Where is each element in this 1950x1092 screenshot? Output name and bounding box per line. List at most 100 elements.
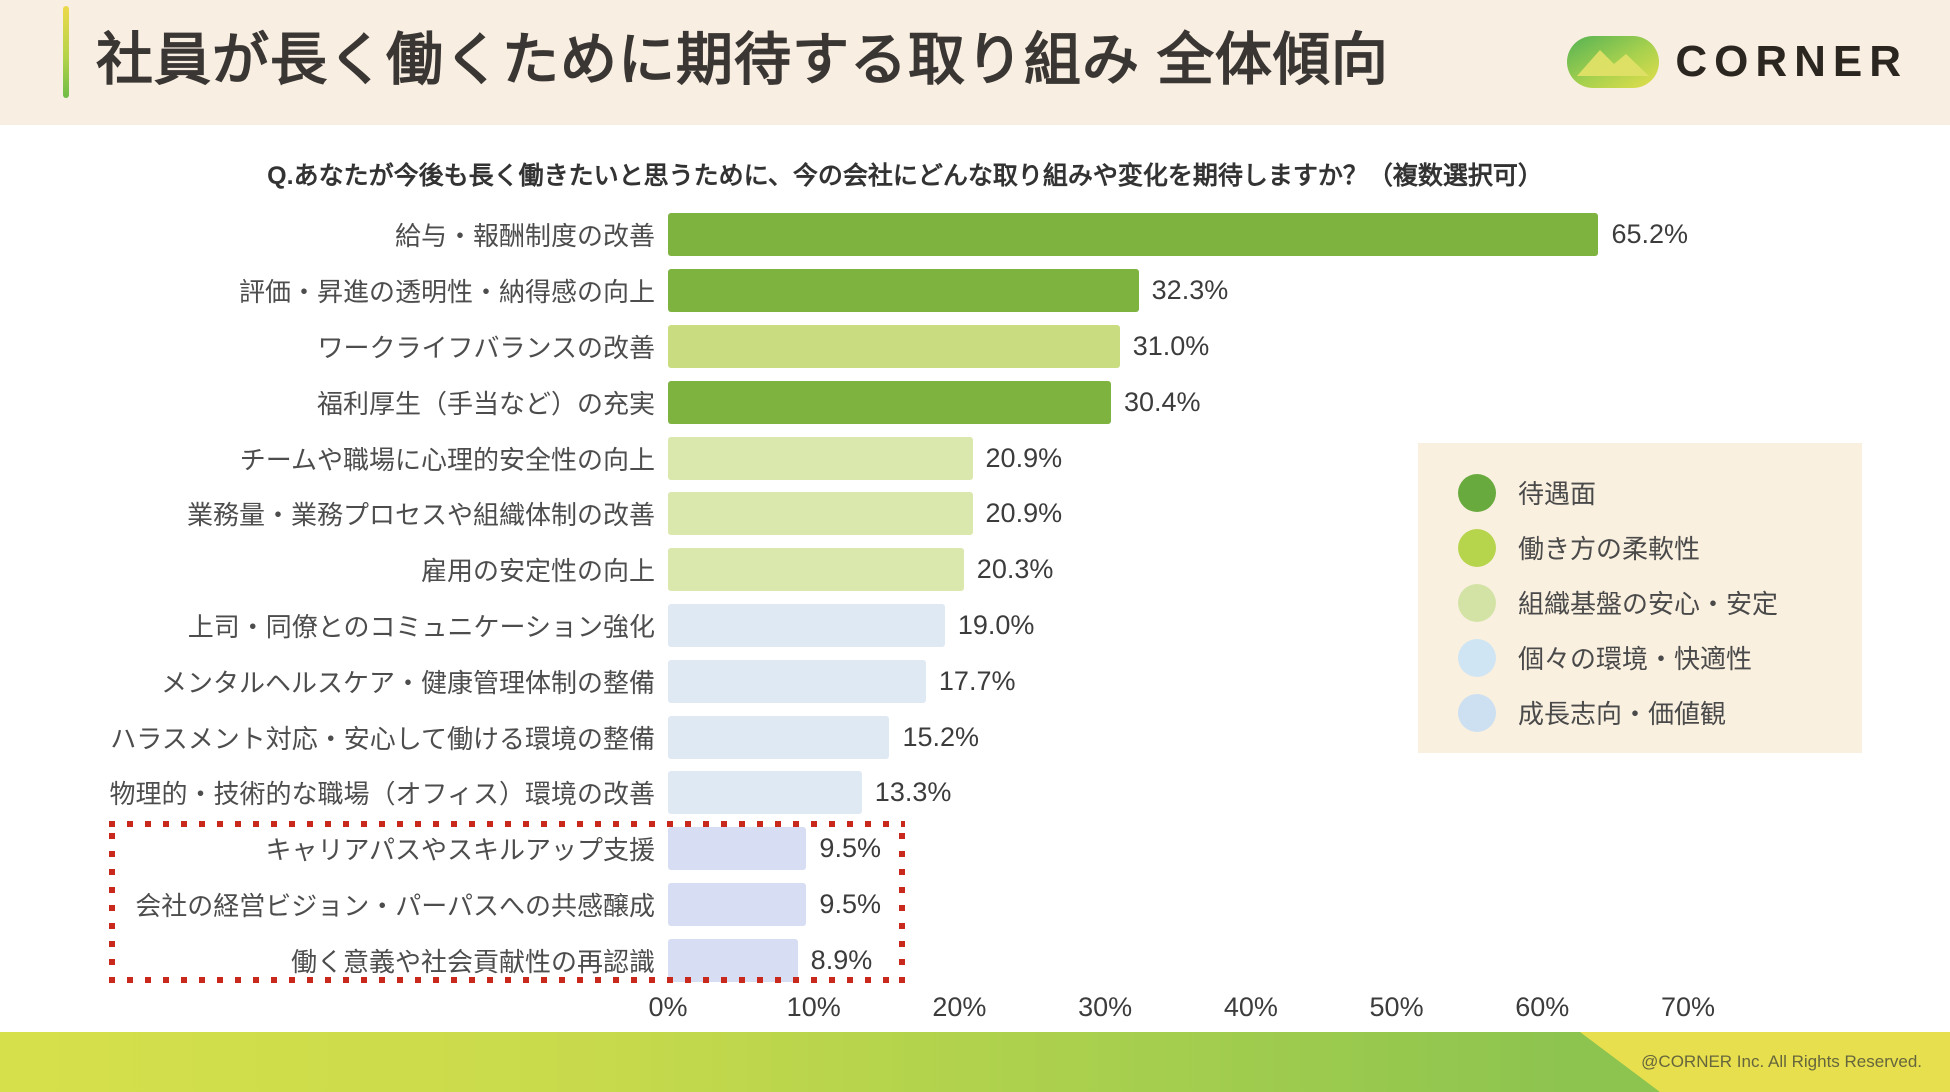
legend-swatch-icon bbox=[1458, 638, 1496, 677]
legend-item: 個々の環境・快適性 bbox=[1458, 630, 1862, 685]
legend-label: 働き方の柔軟性 bbox=[1518, 534, 1701, 564]
category-label: 雇用の安定性の向上 bbox=[420, 556, 655, 587]
value-label: 15.2% bbox=[902, 721, 980, 752]
bar-track: 30.4% bbox=[668, 380, 1688, 424]
category-label: ワークライフバランスの改善 bbox=[317, 332, 655, 363]
chart-row: 会社の経営ビジョン・パーパスへの共感醸成 9.5% bbox=[95, 877, 1795, 933]
legend: 待遇面働き方の柔軟性組織基盤の安心・安定 個々の環境・快適性 成長志向・価値観 bbox=[1418, 443, 1862, 753]
chart-row: 福利厚生（手当など）の充実 30.4% bbox=[95, 374, 1795, 430]
value-label: 19.0% bbox=[957, 609, 1035, 640]
chart-row: 評価・昇進の透明性・納得感の向上 32.3% bbox=[95, 263, 1795, 319]
header: 社員が長く働くために期待する取り組み 全体傾向 CORNER bbox=[0, 0, 1950, 125]
value-label: 65.2% bbox=[1611, 219, 1688, 250]
chart-row: チームや職場に心理的安全性の向上 20.9% bbox=[95, 430, 1795, 486]
value-label: 31.0% bbox=[1132, 330, 1210, 361]
value-label: 17.7% bbox=[938, 665, 1016, 696]
mountain-logo-icon bbox=[1567, 36, 1660, 88]
value-label: 9.5% bbox=[819, 888, 881, 919]
bar-track: 65.2% bbox=[668, 213, 1688, 257]
category-label: 評価・昇進の透明性・納得感の向上 bbox=[238, 277, 655, 308]
bar bbox=[668, 771, 862, 815]
value-label: 20.9% bbox=[985, 498, 1063, 529]
bar-track: 13.3% bbox=[668, 771, 1688, 815]
bar-track: 17.7% bbox=[668, 659, 1688, 703]
page-title: 社員が長く働くために期待する取り組み 全体傾向 bbox=[96, 28, 1389, 92]
bar-track: 20.3% bbox=[668, 548, 1688, 592]
chart-row: 給与・報酬制度の改善 65.2% bbox=[95, 207, 1795, 263]
chart-row: 雇用の安定性の向上 20.3% bbox=[95, 542, 1795, 598]
legend-item: 待遇面 bbox=[1458, 465, 1862, 520]
legend-swatch-icon bbox=[1458, 693, 1496, 732]
bar-track: 32.3% bbox=[668, 269, 1688, 313]
legend-item: 組織基盤の安心・安定 bbox=[1458, 575, 1862, 630]
bar bbox=[668, 715, 890, 759]
bar-chart: 給与・報酬制度の改善 65.2% 評価・昇進の透明性・納得感の向上 32.3% ワークラ… bbox=[95, 207, 1795, 988]
value-label: 30.4% bbox=[1123, 386, 1201, 417]
header-accent-bar bbox=[63, 6, 69, 98]
bar-track: 9.5% bbox=[668, 882, 1688, 926]
x-axis-tick: 40% bbox=[1223, 992, 1278, 1022]
x-axis-tick: 20% bbox=[932, 992, 987, 1022]
bar-track: 15.2% bbox=[668, 715, 1688, 759]
chart-row: 上司・同僚とのコミュニケーション強化 19.0% bbox=[95, 598, 1795, 654]
value-label: 13.3% bbox=[874, 777, 952, 808]
bar bbox=[668, 548, 964, 592]
x-axis-tick: 10% bbox=[786, 992, 841, 1022]
category-label: メンタルヘルスケア・健康管理体制の整備 bbox=[160, 667, 655, 698]
chart-question: Q.あなたが今後も長く働きたいと思うために、今の会社にどんな取り組みや変化を期待… bbox=[267, 162, 1543, 190]
chart-row: キャリアパスやスキルアップ支援 9.5% bbox=[95, 821, 1795, 877]
value-label: 8.9% bbox=[810, 944, 873, 975]
x-axis-tick: 50% bbox=[1369, 992, 1424, 1022]
bar bbox=[668, 827, 807, 871]
category-label: 働く意義や社会貢献性の再認識 bbox=[290, 946, 655, 977]
value-label: 9.5% bbox=[819, 833, 881, 864]
footer: @CORNER Inc. All Rights Reserved. bbox=[0, 1032, 1950, 1092]
chart-row: ワークライフバランスの改善 31.0% bbox=[95, 319, 1795, 375]
bar-track: 20.9% bbox=[668, 436, 1688, 480]
category-label: チームや職場に心理的安全性の向上 bbox=[239, 444, 655, 475]
category-label: 福利厚生（手当など）の充実 bbox=[316, 388, 655, 419]
bar-track: 19.0% bbox=[668, 603, 1688, 647]
chart-row: ハラスメント対応・安心して働ける環境の整備 15.2% bbox=[95, 709, 1795, 765]
x-axis-tick: 60% bbox=[1515, 992, 1570, 1022]
chart-row: 働く意義や社会貢献性の再認識 8.9% bbox=[95, 932, 1795, 988]
legend-item: 成長志向・価値観 bbox=[1458, 685, 1862, 740]
legend-label: 組織基盤の安心・安定 bbox=[1518, 589, 1779, 619]
corner-logo-text: CORNER bbox=[1675, 37, 1908, 86]
legend-item: 働き方の柔軟性 bbox=[1458, 520, 1862, 575]
value-label: 20.3% bbox=[976, 554, 1054, 585]
chart-row: 物理的・技術的な職場（オフィス）環境の改善 13.3% bbox=[95, 765, 1795, 821]
x-axis: 0% 10% 20% 30% 40% 50% 60% 70% bbox=[648, 992, 1715, 1028]
category-label: ハラスメント対応・安心して働ける環境の整備 bbox=[110, 723, 655, 754]
bar bbox=[668, 938, 798, 982]
bar bbox=[668, 659, 926, 703]
legend-label: 個々の環境・快適性 bbox=[1518, 644, 1753, 674]
bar bbox=[668, 603, 945, 647]
category-label: キャリアパスやスキルアップ支援 bbox=[265, 835, 655, 866]
legend-swatch-icon bbox=[1458, 583, 1496, 622]
copyright-text: @CORNER Inc. All Rights Reserved. bbox=[1641, 1052, 1922, 1071]
legend-label: 成長志向・価値観 bbox=[1518, 699, 1727, 729]
bar-track: 20.9% bbox=[668, 492, 1688, 536]
chart-row: 業務量・業務プロセスや組織体制の改善 20.9% bbox=[95, 486, 1795, 542]
bar bbox=[668, 213, 1599, 257]
category-label: 上司・同僚とのコミュニケーション強化 bbox=[187, 611, 655, 642]
legend-swatch-icon bbox=[1458, 528, 1496, 567]
bar bbox=[668, 492, 973, 536]
bar bbox=[668, 324, 1120, 368]
chart-row: メンタルヘルスケア・健康管理体制の整備 17.7% bbox=[95, 653, 1795, 709]
x-axis-tick: 0% bbox=[648, 992, 688, 1022]
category-label: 給与・報酬制度の改善 bbox=[394, 221, 655, 252]
bar bbox=[668, 269, 1139, 313]
bar bbox=[668, 380, 1111, 424]
value-label: 20.9% bbox=[985, 442, 1063, 473]
corner-logo: CORNER bbox=[1567, 36, 1908, 88]
x-axis-tick: 30% bbox=[1078, 992, 1133, 1022]
x-axis-tick: 70% bbox=[1660, 992, 1716, 1022]
category-label: 物理的・技術的な職場（オフィス）環境の改善 bbox=[109, 779, 655, 810]
bar-track: 8.9% bbox=[668, 938, 1688, 982]
bar bbox=[668, 882, 807, 926]
legend-swatch-icon bbox=[1458, 473, 1496, 512]
legend-label: 待遇面 bbox=[1518, 479, 1597, 509]
